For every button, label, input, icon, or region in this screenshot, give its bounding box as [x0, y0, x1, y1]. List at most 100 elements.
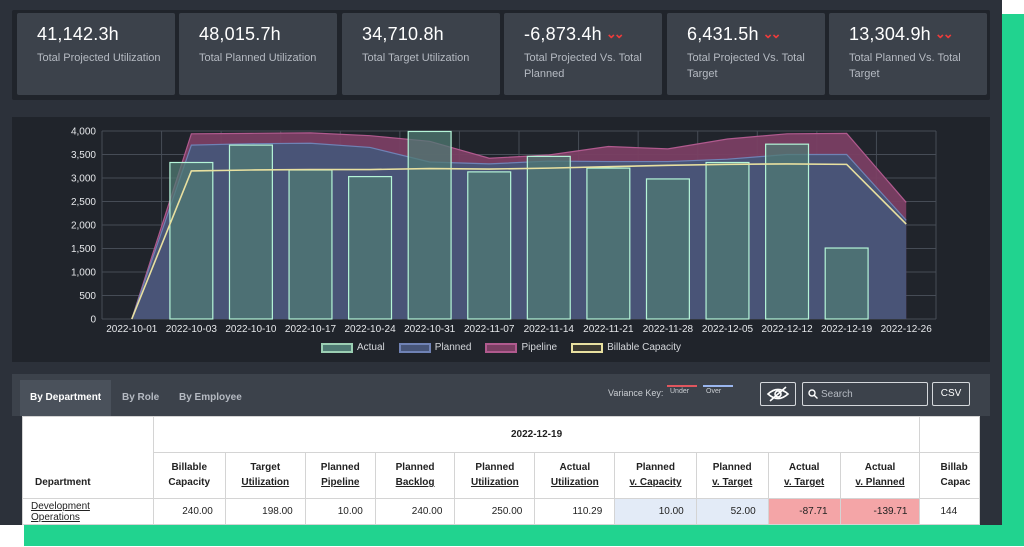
double-chevron-down-icon: ⌄⌄ — [605, 26, 625, 41]
y-tick-label: 3,500 — [71, 150, 96, 161]
variance-key-over: Over — [702, 385, 734, 395]
variance-key: Variance Key: Under Over — [608, 385, 734, 398]
search-box[interactable] — [802, 382, 928, 406]
column-header-department[interactable]: Department — [22, 416, 154, 499]
column-header-text: Capac — [940, 477, 971, 488]
table-cell: 250.00 — [454, 498, 536, 525]
column-header-text: v. Target — [784, 477, 825, 488]
column-header-text: Billab — [940, 462, 968, 473]
legend-swatch — [398, 342, 431, 353]
kpi-label: Total Planned Vs. Total Target — [849, 52, 961, 80]
utilization-chart-svg: 0 500 1,000 1,500 2,000 2,500 3,000 3,500 4,000 2… — [71, 127, 937, 335]
kpi-card-projected-vs-target: 6,431.5h ⌄⌄ Total Projected Vs. Total Tar… — [667, 13, 825, 95]
column-header[interactable]: Planned Pipeline — [304, 452, 376, 499]
kpi-value: -6,873.4h ⌄⌄ — [524, 24, 625, 44]
tab-by-role[interactable]: By Role — [122, 392, 160, 403]
actual-bar — [765, 143, 810, 320]
department-link[interactable]: Development Operations — [22, 498, 154, 525]
kpi-label: Total Projected Vs. Total Target — [687, 52, 805, 80]
actual-bar — [645, 178, 690, 320]
column-header-text: Utilization — [550, 477, 599, 488]
column-header-text: Utilization — [241, 477, 290, 488]
kpi-label: Total Projected Vs. Total Planned — [524, 52, 642, 80]
table-header-row-group: Department 2022-12-19 — [22, 416, 980, 499]
column-header[interactable]: Planned Backlog — [374, 452, 456, 499]
actual-bar — [407, 130, 452, 320]
kpi-value: 6,431.5h ⌄⌄ — [687, 24, 782, 44]
x-tick-label: 2022-12-12 — [761, 324, 813, 335]
double-chevron-down-icon: ⌄⌄ — [934, 26, 954, 41]
variance-key-under: Under — [666, 385, 698, 395]
legend-item-planned[interactable]: Planned — [398, 342, 472, 353]
kpi-card-total-target: 34,710.8h Total Target Utilization — [342, 13, 500, 95]
y-tick-label: 3,000 — [71, 174, 96, 185]
column-header[interactable]: Actual v. Planned — [839, 452, 921, 499]
column-header-text: v. Capacity — [629, 477, 682, 488]
variance-key-label: Variance Key: — [608, 388, 664, 398]
x-tick-label: 2022-11-28 — [643, 324, 694, 335]
billable-capacity-line — [131, 163, 907, 320]
legend-label: Actual — [356, 342, 385, 353]
legend-swatch — [320, 342, 353, 353]
double-chevron-down-icon: ⌄⌄ — [762, 26, 782, 41]
column-header[interactable]: Planned Utilization — [454, 452, 536, 499]
eye-slash-icon — [766, 386, 790, 402]
x-tick-label: 2022-11-07 — [464, 324, 515, 335]
kpi-value: 13,304.9h ⌄⌄ — [849, 24, 954, 44]
y-tick-label: 1,000 — [71, 268, 96, 279]
x-tick-label: 2022-10-10 — [225, 324, 277, 335]
column-header-text: Planned — [475, 462, 515, 473]
legend-item-pipeline[interactable]: Pipeline — [485, 342, 557, 353]
x-tick-label: 2022-10-03 — [166, 324, 218, 335]
column-header[interactable]: Actual v. Target — [767, 452, 841, 499]
column-header[interactable]: Billab Capac — [919, 452, 980, 499]
column-header[interactable]: Billable Capacity — [152, 452, 226, 499]
column-header[interactable]: Planned v. Capacity — [614, 452, 697, 499]
csv-export-button[interactable]: CSV — [932, 382, 970, 406]
kpi-value: 34,710.8h — [362, 24, 444, 44]
actual-bar — [169, 161, 214, 320]
kpi-card-planned-vs-target: 13,304.9h ⌄⌄ Total Planned Vs. Total Targ… — [829, 13, 987, 95]
search-input[interactable] — [821, 386, 921, 402]
legend-item-billable-capacity[interactable]: Billable Capacity — [571, 342, 681, 353]
table-row: Development Operations 240.00 198.00 10.00 2… — [22, 498, 980, 525]
legend-item-actual[interactable]: Actual — [320, 342, 385, 353]
utilization-chart: 0 500 1,000 1,500 2,000 2,500 3,000 3,500 4,000 2… — [12, 117, 990, 362]
kpi-value: 48,015.7h — [199, 24, 281, 44]
actual-bar — [586, 167, 631, 320]
dashboard-panel: 41,142.3h Total Projected Utilization 48… — [0, 0, 1002, 525]
x-tick-label: 2022-12-26 — [881, 324, 933, 335]
column-header-text: Billable — [171, 462, 208, 473]
tab-by-employee[interactable]: By Employee — [179, 392, 242, 403]
search-icon — [808, 389, 818, 399]
column-header-text: Planned — [712, 462, 752, 473]
utilization-table-container: Department 2022-12-19 Billable Capacity Ta… — [22, 416, 980, 525]
utilization-table: Department 2022-12-19 Billable Capacity Ta… — [22, 416, 980, 525]
column-header-text: Utilization — [470, 477, 519, 488]
y-tick-label: 2,500 — [71, 197, 96, 208]
actual-bar — [288, 169, 333, 320]
column-header-text: Actual — [864, 462, 896, 473]
tab-by-department[interactable]: By Department — [20, 380, 112, 416]
column-header[interactable]: Planned v. Target — [695, 452, 769, 499]
column-header-text: Planned — [395, 462, 435, 473]
y-tick-label: 1,500 — [71, 244, 96, 255]
legend-label: Planned — [434, 342, 472, 353]
column-header-text: v. Target — [712, 477, 753, 488]
kpi-card-total-planned: 48,015.7h Total Planned Utilization — [179, 13, 337, 95]
kpi-strip: 41,142.3h Total Projected Utilization 48… — [12, 10, 990, 100]
x-tick-label: 2022-11-14 — [524, 324, 575, 335]
kpi-card-projected-vs-planned: -6,873.4h ⌄⌄ Total Projected Vs. Total Pl… — [504, 13, 662, 95]
column-header-text: Actual — [559, 462, 591, 473]
y-tick-label: 4,000 — [71, 127, 96, 138]
column-header-text: Capacity — [168, 477, 211, 488]
column-header[interactable]: Actual Utilization — [534, 452, 616, 499]
column-header[interactable]: Target Utilization — [224, 452, 306, 499]
table-toolbar: By Department By Role By Employee Varian… — [12, 374, 990, 416]
table-cell: 10.00 — [304, 498, 376, 525]
column-header-text: Planned — [320, 462, 360, 473]
hide-columns-button[interactable] — [760, 382, 796, 406]
table-cell: 240.00 — [152, 498, 226, 525]
x-tick-label: 2022-10-01 — [106, 324, 158, 335]
table-cell: 144 — [919, 498, 980, 525]
